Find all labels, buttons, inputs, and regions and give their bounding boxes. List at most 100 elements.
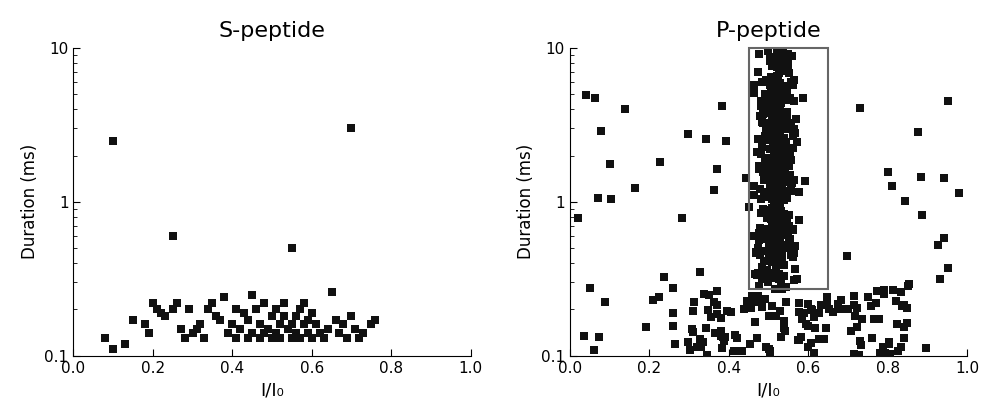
Point [825,308,841,315]
Point [897,197,913,204]
Point [754,78,770,85]
Point [757,157,773,164]
Point [780,51,796,58]
Point [846,292,862,299]
Point [768,221,784,228]
Point [765,136,781,142]
Point [760,275,776,281]
Point [781,162,797,169]
Point [714,102,730,109]
Point [734,348,750,354]
Point [757,132,773,139]
Point [586,347,602,354]
Point [769,138,785,144]
Point [768,101,784,108]
Point [766,179,782,186]
Point [762,58,778,64]
Y-axis label: Duration (ms): Duration (ms) [517,144,535,260]
Point [758,125,774,132]
Point [756,176,772,183]
Point [763,156,779,163]
Point [228,306,244,313]
Point [778,115,794,122]
Point [763,255,779,262]
Point [750,292,766,299]
Point [300,317,316,324]
Point [749,335,765,341]
Point [776,231,792,238]
Point [762,97,778,103]
Point [751,236,767,243]
Point [578,92,594,98]
Point [884,182,900,189]
Point [771,129,787,135]
Point [228,335,244,341]
Point [765,249,781,256]
Point [762,105,778,111]
Point [773,279,789,286]
Point [764,154,780,161]
Point [766,83,782,90]
Point [758,344,774,351]
Point [220,330,236,336]
Point [729,335,745,341]
Point [776,210,792,217]
Point [930,241,946,248]
Point [767,198,783,205]
Point [776,63,792,70]
Point [320,325,336,332]
Point [685,308,701,315]
Point [328,317,344,324]
Point [686,299,702,305]
Point [768,158,784,164]
Point [800,344,816,351]
Point [764,75,780,82]
Point [763,241,779,248]
Point [769,273,785,279]
Point [774,111,790,118]
Point [781,121,797,128]
Point [665,284,681,291]
Point [695,339,711,345]
Point [866,316,882,323]
Point [766,269,782,276]
Point [776,216,792,223]
Point [761,239,777,246]
Point [763,108,779,115]
Point [789,139,805,145]
Point [778,112,794,118]
Point [776,218,792,225]
Point [813,302,829,309]
Point [665,310,681,317]
Point [774,97,790,103]
Point [751,163,767,170]
Point [782,95,798,102]
Point [787,266,803,273]
Point [153,310,169,316]
Point [763,190,779,197]
Point [762,82,778,89]
Point [189,325,205,332]
Point [754,79,770,85]
Point [776,262,792,269]
Point [773,58,789,65]
Point [766,195,782,202]
Point [759,163,775,169]
Point [819,300,835,307]
Point [777,150,793,156]
Point [762,347,778,354]
Point [651,294,667,300]
Point [778,139,794,146]
Point [774,134,790,141]
Point [308,321,324,328]
Point [770,99,786,106]
Point [772,80,788,87]
Point [777,126,793,133]
Point [204,300,220,307]
Point [764,81,780,88]
Point [881,339,897,345]
Point [770,76,786,83]
Point [763,216,779,223]
Point [591,333,607,340]
Point [236,310,252,316]
